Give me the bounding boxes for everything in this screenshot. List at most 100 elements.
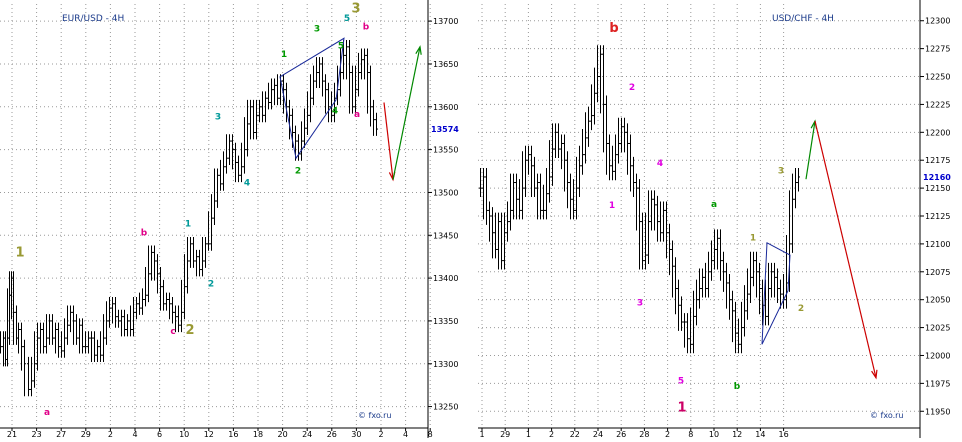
chart0-wave-label: b bbox=[141, 228, 148, 238]
chart1-projection-up bbox=[805, 121, 816, 180]
chart1-watermark: © fxo.ru bbox=[870, 411, 904, 420]
chart1-x-tick-label: 16 bbox=[779, 430, 789, 438]
chart1-x-tick-label: 2 bbox=[665, 430, 670, 438]
chart0-wave-label: 5 bbox=[338, 42, 344, 52]
chart1-y-tick-label: 12100 bbox=[925, 240, 950, 249]
chart1-wave-label: 5 bbox=[678, 376, 684, 386]
chart0-projection-down bbox=[383, 102, 394, 180]
chart1-y-tick-label: 12075 bbox=[925, 268, 950, 277]
chart0-wave-label: 1 bbox=[185, 220, 191, 230]
chart1-title: USD/CHF - 4H bbox=[772, 14, 834, 24]
chart0-x-tick-label: 8 bbox=[428, 430, 433, 438]
chart0-wave-label: 3 bbox=[314, 24, 320, 34]
chart1-x-tick-label: 1 bbox=[479, 430, 484, 438]
chart0-wave-label: 2 bbox=[208, 280, 214, 290]
chart1-y-tick-label: 12125 bbox=[925, 212, 950, 221]
chart0-wave-label: 4 bbox=[244, 179, 250, 189]
chart0-wedge-pattern bbox=[279, 37, 345, 160]
chart1-wave-label: 2 bbox=[629, 83, 635, 93]
chart0-title: EUR/USD - 4H bbox=[62, 14, 124, 24]
chart0-y-tick-label: 13600 bbox=[433, 103, 458, 112]
chart0-x-tick-label: 2 bbox=[108, 430, 113, 438]
chart0-y-tick-label: 13500 bbox=[433, 188, 458, 197]
chart1-wave-label: 4 bbox=[657, 159, 663, 169]
chart1-wave-label: 1 bbox=[677, 400, 686, 415]
chart1-wave-label: b bbox=[734, 382, 741, 392]
chart0-y-tick-label: 13700 bbox=[433, 17, 458, 26]
chart0-wave-label: a bbox=[354, 110, 360, 120]
chart1-wave-label: 3 bbox=[778, 167, 784, 177]
chart1-x-tick-label: 26 bbox=[616, 430, 626, 438]
chart1-wave-label: 3 bbox=[637, 298, 643, 308]
chart0-x-tick-label: 20 bbox=[278, 430, 288, 438]
chart0-x-tick-label: 18 bbox=[253, 430, 263, 438]
chart0-x-tick-label: 4 bbox=[403, 430, 408, 438]
chart1-y-tick-label: 12200 bbox=[925, 128, 950, 137]
chart1-wave-label: 1 bbox=[609, 201, 615, 211]
chart1-wave-label: 1 bbox=[750, 234, 756, 244]
chart0-x-tick-label: 24 bbox=[302, 430, 312, 438]
chart0-x-tick-label: 26 bbox=[327, 430, 337, 438]
chart0-wave-label: b bbox=[363, 23, 370, 33]
chart1-y-tick-label: 12050 bbox=[925, 296, 950, 305]
chart1-y-tick-label: 12025 bbox=[925, 324, 950, 333]
chart1-y-tick-label: 11950 bbox=[925, 407, 950, 416]
chart1-y-tick-label: 12000 bbox=[925, 351, 950, 360]
chart1-y-tick-label: 11975 bbox=[925, 379, 950, 388]
chart1-x-tick-label: 10 bbox=[709, 430, 719, 438]
chart0-wave-label: c bbox=[170, 327, 175, 337]
chart1-y-tick-label: 12300 bbox=[925, 17, 950, 26]
chart0-projection-up-head bbox=[415, 45, 422, 55]
chart0-wave-label: 2 bbox=[185, 323, 194, 338]
chart1-y-tick-label: 12275 bbox=[925, 45, 950, 54]
chart0-y-tick-label: 13300 bbox=[433, 360, 458, 369]
chart0-wave-label: 2 bbox=[295, 167, 301, 177]
chart0-wave-label: 4 bbox=[332, 107, 338, 117]
chart1-wave-label: 2 bbox=[798, 304, 804, 314]
chart1-wave-label: b bbox=[609, 21, 618, 36]
chart0-x-tick-label: 21 bbox=[7, 430, 17, 438]
chart1-x-tick-label: 2 bbox=[549, 430, 554, 438]
chart0-y-tick-label: 13250 bbox=[433, 403, 458, 412]
chart0-x-tick-label: 29 bbox=[81, 430, 91, 438]
chart0-last-price: 13574 bbox=[431, 125, 459, 134]
chart0-x-tick-label: 12 bbox=[204, 430, 214, 438]
chart0-x-tick-label: 6 bbox=[157, 430, 162, 438]
chart1-y-tick-label: 12150 bbox=[925, 184, 950, 193]
chart0-y-tick-label: 13650 bbox=[433, 60, 458, 69]
chart0-wave-label: a bbox=[44, 408, 50, 418]
chart0-projection-up bbox=[392, 46, 421, 180]
chart1-x-tick-label: 12 bbox=[732, 430, 742, 438]
chart0-y-tick-label: 13450 bbox=[433, 231, 458, 240]
chart1-y-tick-label: 12250 bbox=[925, 73, 950, 82]
chart1-wave-label: a bbox=[711, 200, 717, 210]
chart0-x-tick-label: 27 bbox=[56, 430, 66, 438]
chart1-wedge-pattern bbox=[761, 241, 791, 345]
chart1-projection-down-head bbox=[871, 369, 878, 380]
chart0-watermark: © fxo.ru bbox=[358, 411, 392, 420]
chart0-wave-label: 1 bbox=[15, 246, 24, 261]
chart0-x-tick-label: 23 bbox=[32, 430, 42, 438]
chart0-x-tick-label: 16 bbox=[228, 430, 238, 438]
chart0-wave-label: 5 bbox=[344, 14, 350, 24]
chart1-projection-down bbox=[814, 121, 877, 378]
chart1-x-tick-label: 28 bbox=[639, 430, 649, 438]
chart0-x-tick-label: 30 bbox=[351, 430, 361, 438]
chart0-wave-label: 1 bbox=[281, 50, 287, 60]
chart1-x-tick-label: 24 bbox=[593, 430, 603, 438]
chart0-y-tick-label: 13400 bbox=[433, 274, 458, 283]
chart1-y-tick-label: 12175 bbox=[925, 156, 950, 165]
chart1-x-tick-label: 14 bbox=[755, 430, 765, 438]
chart0-wave-label: 3 bbox=[351, 2, 360, 17]
chart0-x-tick-label: 4 bbox=[132, 430, 137, 438]
chart1-x-tick-label: 29 bbox=[500, 430, 510, 438]
chart1-x-tick-label: 1 bbox=[526, 430, 531, 438]
chart0-y-tick-label: 13350 bbox=[433, 317, 458, 326]
chart1-x-tick-label: 8 bbox=[688, 430, 693, 438]
chart1-x-tick-label: 22 bbox=[570, 430, 580, 438]
chart0-x-tick-label: 10 bbox=[179, 430, 189, 438]
chart1-last-price: 12160 bbox=[923, 173, 951, 182]
chart1-y-tick-label: 12225 bbox=[925, 100, 950, 109]
